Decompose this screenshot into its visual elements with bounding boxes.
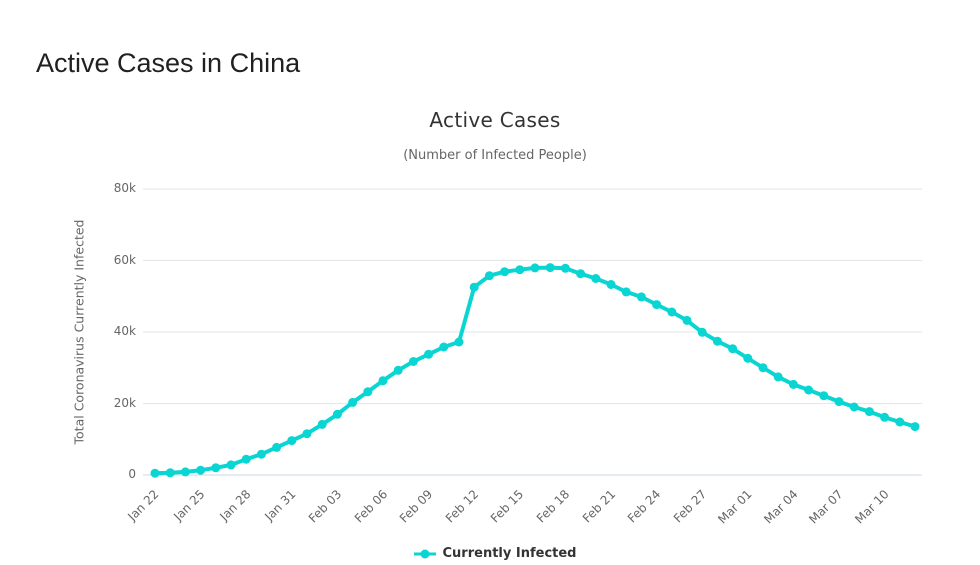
- data-point-marker[interactable]: [256, 449, 266, 459]
- data-point-marker[interactable]: [226, 460, 236, 470]
- data-point-marker[interactable]: [880, 412, 890, 422]
- x-tick-label: Feb 21: [579, 487, 618, 526]
- active-cases-chart: Active Cases (Number of Infected People)…: [60, 95, 930, 565]
- legend-line-marker-icon: [413, 549, 436, 558]
- y-tick-label: 40k: [113, 324, 136, 338]
- x-tick-label: Jan 25: [171, 487, 208, 524]
- data-point-marker[interactable]: [302, 429, 312, 439]
- x-tick-label: Feb 12: [442, 487, 482, 526]
- data-point-marker[interactable]: [697, 327, 707, 337]
- data-point-marker[interactable]: [773, 372, 783, 382]
- x-tick-label: Feb 06: [351, 487, 390, 526]
- data-point-marker[interactable]: [348, 397, 358, 407]
- data-point-marker[interactable]: [424, 349, 434, 359]
- series-line-currently-infected[interactable]: [153, 265, 917, 476]
- data-point-marker[interactable]: [849, 402, 859, 412]
- data-point-marker[interactable]: [272, 442, 282, 452]
- data-point-marker[interactable]: [408, 357, 418, 366]
- x-tick-label: Feb 09: [397, 487, 436, 526]
- data-point-marker[interactable]: [804, 385, 814, 395]
- data-point-marker[interactable]: [180, 467, 190, 477]
- data-point-marker[interactable]: [758, 363, 768, 373]
- data-point-marker[interactable]: [712, 336, 722, 346]
- data-point-marker[interactable]: [196, 465, 206, 475]
- chart-subtitle: (Number of Infected People): [403, 148, 587, 163]
- y-tick-label: 20k: [113, 395, 136, 410]
- data-point-marker[interactable]: [165, 468, 175, 478]
- data-point-marker[interactable]: [895, 417, 905, 427]
- data-point-marker[interactable]: [560, 263, 570, 273]
- x-tick-label: Mar 01: [715, 487, 755, 527]
- data-point-marker[interactable]: [636, 292, 646, 302]
- data-point-marker[interactable]: [439, 342, 449, 352]
- x-tick-label: Feb 03: [305, 487, 345, 526]
- y-tick-label: 60k: [113, 252, 136, 267]
- x-tick-label: Jan 31: [262, 487, 299, 524]
- data-point-marker[interactable]: [150, 468, 160, 478]
- data-point-marker[interactable]: [910, 422, 920, 432]
- data-point-marker[interactable]: [484, 271, 494, 281]
- x-tick-label: Jan 28: [216, 487, 254, 524]
- x-tick-label: Feb 27: [670, 487, 710, 526]
- y-tick-label: 0: [128, 467, 136, 481]
- data-point-marker[interactable]: [728, 344, 738, 354]
- data-point-marker[interactable]: [454, 337, 464, 347]
- data-point-marker[interactable]: [287, 436, 297, 446]
- legend-item-label[interactable]: Currently Infected: [442, 546, 577, 561]
- legend[interactable]: Currently Infected: [60, 546, 930, 561]
- data-point-marker[interactable]: [530, 263, 540, 273]
- data-point-marker[interactable]: [652, 300, 662, 310]
- data-point-marker[interactable]: [621, 287, 631, 297]
- data-point-marker[interactable]: [469, 282, 479, 292]
- plot-area: [143, 188, 922, 478]
- data-point-marker[interactable]: [515, 265, 525, 275]
- data-point-marker[interactable]: [864, 407, 874, 417]
- x-tick-label: Mar 10: [852, 487, 892, 527]
- x-tick-label: Mar 04: [760, 487, 801, 527]
- x-tick-label: Jan 22: [125, 487, 162, 524]
- data-point-marker[interactable]: [591, 274, 601, 283]
- data-point-marker[interactable]: [576, 269, 586, 279]
- page-title: Active Cases in China: [36, 48, 301, 79]
- data-point-marker[interactable]: [317, 419, 327, 429]
- data-point-marker[interactable]: [606, 280, 616, 289]
- x-tick-label: Feb 18: [533, 487, 573, 526]
- data-point-marker[interactable]: [241, 454, 251, 464]
- chart-title: Active Cases: [429, 108, 561, 132]
- data-point-marker[interactable]: [500, 267, 510, 277]
- data-point-marker[interactable]: [682, 315, 692, 325]
- y-tick-label: 80k: [113, 181, 136, 195]
- data-point-marker[interactable]: [332, 409, 342, 419]
- data-point-marker[interactable]: [378, 376, 388, 386]
- y-axis-title: Total Coronavirus Currently Infected: [71, 219, 87, 445]
- x-tick-label: Mar 07: [806, 487, 846, 527]
- data-point-marker[interactable]: [819, 391, 829, 401]
- data-point-marker[interactable]: [667, 307, 677, 317]
- data-point-marker[interactable]: [545, 263, 555, 273]
- data-point-marker[interactable]: [743, 353, 753, 363]
- data-point-marker[interactable]: [834, 397, 844, 407]
- data-point-marker[interactable]: [393, 365, 403, 375]
- data-point-marker[interactable]: [363, 387, 373, 397]
- x-tick-label: Feb 15: [488, 487, 527, 526]
- data-point-marker[interactable]: [788, 379, 798, 389]
- x-tick-label: Feb 24: [625, 487, 664, 526]
- data-point-marker[interactable]: [211, 463, 221, 473]
